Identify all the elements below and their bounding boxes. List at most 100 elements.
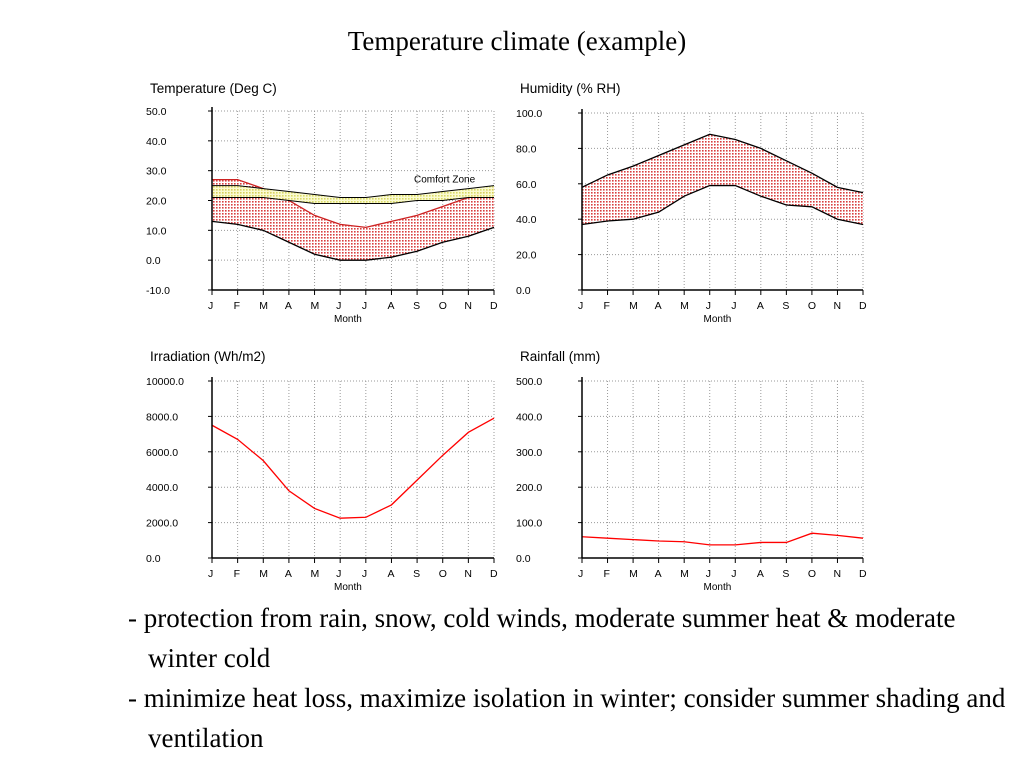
x-tick-label: A <box>387 568 394 580</box>
chart-panel: Temperature (Deg C) 50.0 40.0 30.0 20.0 10.0 0… <box>146 81 498 325</box>
x-tick-label: M <box>680 568 689 580</box>
x-axis-label: Month <box>704 582 732 593</box>
comfort-zone-upper-line <box>212 185 495 199</box>
y-tick-label: 60.0 <box>516 179 537 191</box>
y-tick-label: 100.0 <box>516 518 542 530</box>
x-axis-label: Month <box>704 314 732 325</box>
x-tick-label: J <box>731 568 736 580</box>
x-axis-label: Month <box>334 314 362 325</box>
y-tick-label: 20.0 <box>146 196 167 208</box>
x-tick-label: D <box>859 568 867 580</box>
x-tick-label: N <box>833 300 841 312</box>
y-tick-label: 6000.0 <box>146 447 178 459</box>
bullet-item: - protection from rain, snow, cold winds… <box>128 603 956 673</box>
comfort-zone-lower-line <box>212 197 494 204</box>
x-tick-label: J <box>362 300 367 312</box>
chart-title: Rainfall (mm) <box>520 349 600 364</box>
x-tick-label: A <box>757 568 764 580</box>
x-tick-label: A <box>285 300 292 312</box>
y-tick-label: 8000.0 <box>146 411 178 423</box>
chart-title: Humidity (% RH) <box>520 81 621 96</box>
x-tick-label: M <box>629 300 638 312</box>
x-tick-label: J <box>706 568 711 580</box>
page-title: Temperature climate (example) <box>347 26 687 56</box>
x-tick-label: O <box>808 568 816 580</box>
x-tick-label: J <box>578 300 583 312</box>
chart-panel: Humidity (% RH) 100.0 80.0 60.0 40.0 20.0 0.0 J… <box>516 81 867 325</box>
y-tick-label: 200.0 <box>516 482 542 494</box>
x-tick-label: S <box>413 568 420 580</box>
y-tick-label: 0.0 <box>146 255 161 267</box>
comfort-zone-fill <box>212 185 494 204</box>
x-axis-label: Month <box>334 582 362 593</box>
x-tick-label: D <box>859 300 867 312</box>
x-tick-label: M <box>259 300 268 312</box>
x-tick-label: F <box>604 300 610 312</box>
x-tick-label: J <box>336 300 341 312</box>
y-tick-label: -10.0 <box>146 285 170 297</box>
y-tick-label: 100.0 <box>516 108 542 120</box>
chart-panel: Irradiation (Wh/m2) 10000.0 8000.0 6000.0 40… <box>146 349 498 593</box>
y-tick-label: 2000.0 <box>146 518 178 530</box>
bullet-list: - protection from rain, snow, cold winds… <box>128 598 1008 758</box>
x-tick-label: S <box>413 300 420 312</box>
chart-title: Irradiation (Wh/m2) <box>150 349 266 364</box>
x-tick-label: N <box>464 300 472 312</box>
y-tick-label: 40.0 <box>516 214 537 226</box>
y-tick-label: 4000.0 <box>146 482 178 494</box>
x-tick-label: N <box>464 568 472 580</box>
y-tick-label: 300.0 <box>516 447 542 459</box>
y-tick-label: 0.0 <box>516 553 531 565</box>
x-tick-label: J <box>578 568 583 580</box>
comfort-zone-label: Comfort Zone <box>414 175 476 186</box>
x-tick-label: F <box>234 568 240 580</box>
x-tick-label: A <box>285 568 292 580</box>
x-tick-label: M <box>259 568 268 580</box>
band-max-line <box>212 178 495 229</box>
series-line <box>581 532 864 546</box>
x-tick-label: S <box>782 568 789 580</box>
x-tick-label: D <box>490 300 498 312</box>
x-tick-label: O <box>808 300 816 312</box>
x-tick-label: A <box>387 300 394 312</box>
x-tick-label: A <box>757 300 764 312</box>
y-tick-label: 0.0 <box>516 285 531 297</box>
x-tick-label: O <box>439 568 447 580</box>
y-tick-label: 0.0 <box>146 553 161 565</box>
x-tick-label: J <box>336 568 341 580</box>
x-tick-label: O <box>439 300 447 312</box>
y-tick-label: 400.0 <box>516 411 542 423</box>
x-tick-label: A <box>655 300 662 312</box>
y-tick-label: 40.0 <box>146 136 167 148</box>
y-tick-label: 50.0 <box>146 106 167 118</box>
y-tick-label: 30.0 <box>146 166 167 178</box>
x-tick-label: A <box>655 568 662 580</box>
x-tick-label: J <box>706 300 711 312</box>
x-tick-label: F <box>604 568 610 580</box>
x-tick-label: F <box>234 300 240 312</box>
y-tick-label: 10000.0 <box>146 376 184 388</box>
y-tick-label: 80.0 <box>516 143 537 155</box>
bullet-item: - minimize heat loss, maximize isolation… <box>128 683 1006 753</box>
band-max-line <box>581 133 864 194</box>
y-tick-label: 10.0 <box>146 225 167 237</box>
x-tick-label: S <box>782 300 789 312</box>
x-tick-label: J <box>731 300 736 312</box>
climate-charts: Temperature (Deg C) 50.0 40.0 30.0 20.0 10.0 0… <box>146 81 867 593</box>
chart-title: Temperature (Deg C) <box>150 81 277 96</box>
x-tick-label: J <box>208 300 213 312</box>
x-tick-label: J <box>208 568 213 580</box>
x-tick-label: N <box>833 568 841 580</box>
x-tick-label: M <box>311 568 320 580</box>
x-tick-label: M <box>680 300 689 312</box>
x-tick-label: M <box>629 568 638 580</box>
band-min-line <box>581 184 864 226</box>
band-min-line <box>211 220 495 261</box>
band-fill <box>582 134 863 225</box>
y-tick-label: 500.0 <box>516 376 542 388</box>
chart-panel: Rainfall (mm) 500.0 400.0 300.0 200.0 100.0 0.… <box>516 349 867 593</box>
series-line <box>211 417 495 519</box>
x-tick-label: M <box>311 300 320 312</box>
x-tick-label: J <box>362 568 367 580</box>
x-tick-label: D <box>490 568 498 580</box>
